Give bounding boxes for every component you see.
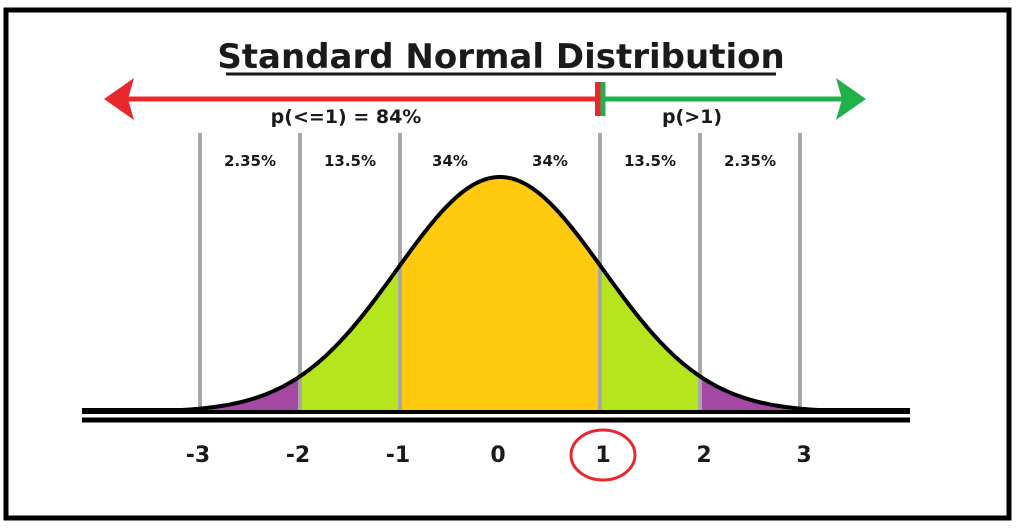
tick-label-1: -2 — [286, 443, 310, 468]
tick-label-2: -1 — [386, 443, 410, 468]
highlight-circle — [569, 428, 637, 482]
region-fill-0 — [200, 376, 300, 412]
left-probability-label: p(<=1) = 84% — [271, 106, 422, 128]
tick-label-3: 0 — [490, 443, 505, 468]
region-percent-label-4: 13.5% — [624, 152, 676, 170]
left-arrow-head — [104, 78, 134, 120]
region-fill-2 — [400, 177, 500, 412]
tick-label-5: 2 — [696, 443, 711, 468]
tick-label-6: 3 — [796, 443, 811, 468]
region-fills — [200, 177, 800, 412]
region-percent-label-5: 2.35% — [724, 152, 776, 170]
region-fill-3 — [500, 177, 600, 412]
region-percent-label-2: 34% — [432, 152, 468, 170]
region-percent-labels: 2.35% 13.5% 34% 34% 13.5% 2.35% — [224, 152, 776, 170]
tick-label-0: -3 — [186, 443, 210, 468]
right-probability-arrow — [600, 78, 866, 120]
right-probability-label: p(>1) — [662, 106, 722, 128]
region-fill-5 — [700, 376, 800, 412]
diagram-title: Standard Normal Distribution — [217, 37, 784, 77]
bell-curve-outline — [82, 174, 910, 412]
region-percent-label-1: 13.5% — [324, 152, 376, 170]
right-arrow-head — [836, 78, 866, 120]
tick-label-4: 1 — [595, 443, 610, 468]
x-axis-tick-labels: -3 -2 -1 0 1 2 3 — [186, 443, 812, 468]
bell-curve — [82, 174, 910, 412]
region-percent-label-0: 2.35% — [224, 152, 276, 170]
region-percent-label-3: 34% — [532, 152, 568, 170]
left-probability-arrow — [104, 78, 601, 120]
sd-lines — [198, 133, 802, 412]
